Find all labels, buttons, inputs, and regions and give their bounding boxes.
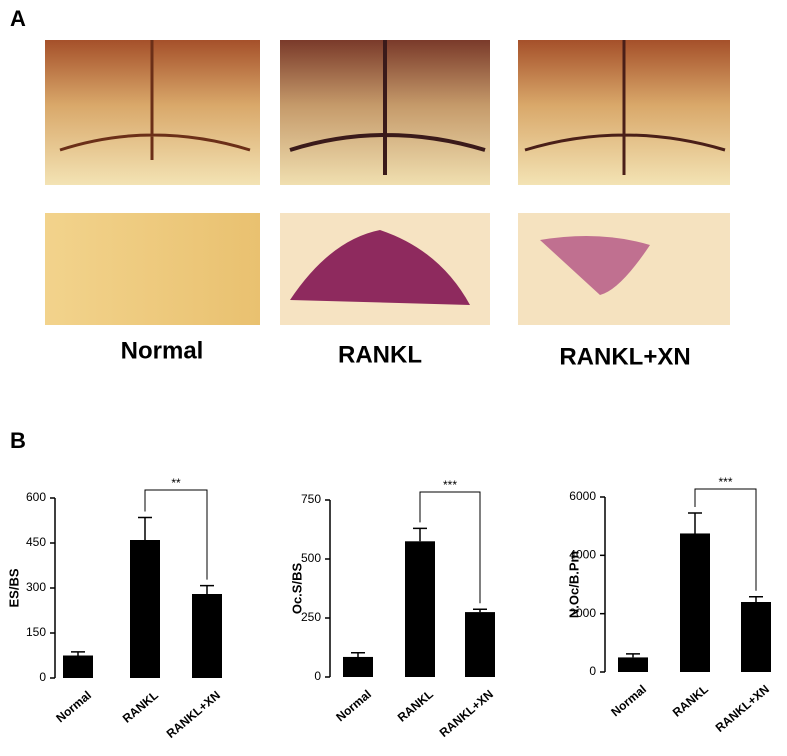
- y-tick-label: 300: [26, 580, 46, 594]
- group-label: Normal: [121, 337, 204, 364]
- suture: [524, 40, 726, 175]
- significance-label: **: [171, 476, 181, 490]
- error-bar: [200, 584, 214, 594]
- y-tick-label: 600: [26, 490, 46, 504]
- bar: [192, 594, 222, 678]
- x-tick-label: Normal: [53, 688, 94, 725]
- bar: [618, 657, 648, 672]
- bar: [130, 540, 160, 678]
- x-tick-label: Normal: [333, 687, 374, 724]
- bar: [405, 541, 435, 677]
- panel-label: B: [10, 428, 26, 453]
- suture: [59, 40, 251, 160]
- x-tick-label: RANKL+XN: [713, 682, 772, 735]
- group-label: RANKL: [338, 341, 422, 368]
- significance-bracket: [694, 488, 757, 591]
- y-tick-label: 0: [589, 664, 596, 678]
- y-tick-label: 0: [314, 669, 321, 683]
- significance-bracket: [144, 489, 208, 580]
- y-tick-label: 4000: [569, 548, 596, 562]
- significance-label: ***: [718, 475, 732, 489]
- error-bar: [138, 516, 152, 540]
- y-tick-label: 500: [301, 551, 321, 565]
- y-tick-label: 450: [26, 535, 46, 549]
- error-bar: [473, 608, 487, 613]
- y-axis-label: Oc.S/BS: [289, 563, 304, 615]
- bar: [465, 612, 495, 677]
- error-bar: [413, 527, 427, 542]
- group-label: RANKL+XN: [559, 343, 690, 370]
- error-bar: [749, 596, 763, 602]
- bar: [63, 655, 93, 678]
- suture: [289, 40, 486, 175]
- significance-label: ***: [443, 478, 457, 492]
- x-tick-label: RANKL: [395, 687, 436, 725]
- bar: [343, 656, 373, 677]
- y-tick-label: 750: [301, 492, 321, 506]
- y-tick-label: 2000: [569, 606, 596, 620]
- y-tick-label: 150: [26, 625, 46, 639]
- x-tick-label: RANKL: [670, 682, 711, 720]
- bar: [680, 533, 710, 672]
- x-tick-label: Normal: [608, 682, 649, 719]
- panel-label: A: [10, 6, 26, 31]
- significance-bracket: [419, 491, 481, 604]
- y-tick-label: 6000: [569, 489, 596, 503]
- y-axis-label: ES/BS: [6, 568, 21, 607]
- photo: [45, 213, 260, 325]
- y-tick-label: 0: [39, 670, 46, 684]
- error-bar: [71, 651, 85, 656]
- y-tick-label: 250: [301, 610, 321, 624]
- x-tick-label: RANKL+XN: [437, 687, 496, 740]
- bar: [741, 602, 771, 672]
- x-tick-label: RANKL: [120, 688, 161, 726]
- error-bar: [351, 651, 365, 657]
- stain: [540, 236, 650, 295]
- error-bar: [626, 653, 640, 658]
- y-axis-label: N.Oc/B.Pm: [566, 551, 581, 618]
- x-tick-label: RANKL+XN: [164, 688, 223, 741]
- error-bar: [688, 512, 702, 534]
- stain: [290, 230, 470, 305]
